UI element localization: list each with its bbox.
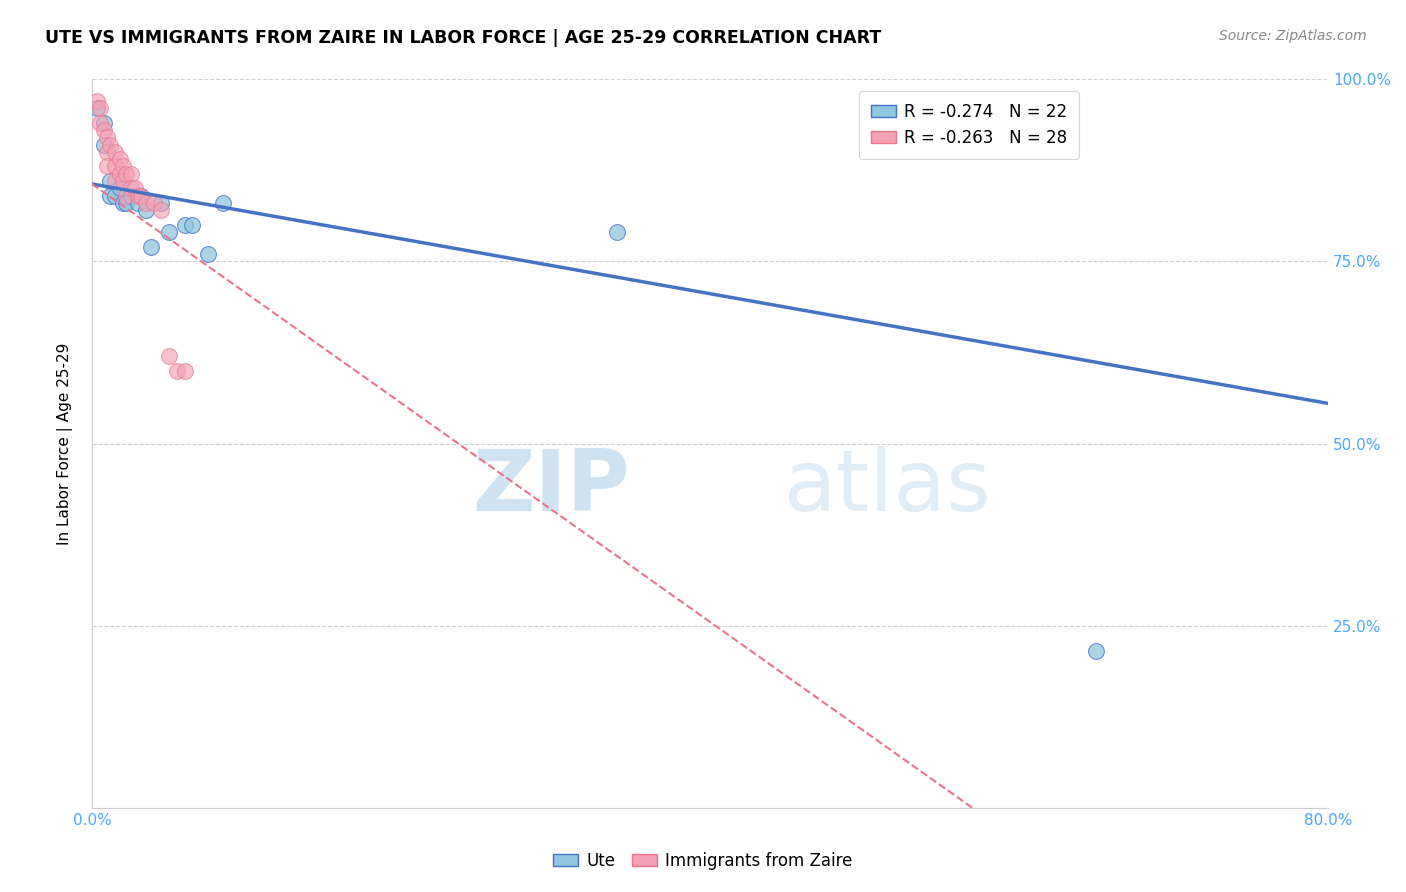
Point [93, 123, 115, 137]
Point [89, 116, 111, 130]
Text: atlas: atlas [785, 446, 993, 529]
Point [120, 188, 142, 202]
Point [111, 174, 134, 188]
Point [93, 137, 115, 152]
Point [135, 203, 157, 218]
Point [120, 181, 142, 195]
Point [96, 145, 118, 159]
Point [173, 363, 195, 377]
Point [104, 145, 127, 159]
Point [142, 195, 165, 210]
Point [124, 181, 146, 195]
Point [93, 116, 115, 130]
Point [100, 137, 122, 152]
Point [181, 218, 204, 232]
Point [139, 240, 162, 254]
Point [115, 167, 138, 181]
Point [135, 195, 157, 210]
Point [115, 195, 138, 210]
Text: ZIP: ZIP [472, 446, 630, 529]
Point [96, 160, 118, 174]
Point [166, 363, 188, 377]
Point [104, 174, 127, 188]
Point [150, 195, 173, 210]
Point [127, 195, 149, 210]
Point [150, 203, 173, 218]
Point [86, 94, 108, 108]
Point [104, 160, 127, 174]
Point [108, 167, 131, 181]
Point [1085, 644, 1108, 658]
Point [127, 188, 149, 202]
Point [131, 188, 153, 202]
Point [89, 101, 111, 115]
Y-axis label: In Labor Force | Age 25-29: In Labor Force | Age 25-29 [58, 343, 73, 545]
Point [212, 195, 235, 210]
Point [108, 181, 131, 195]
Point [157, 225, 180, 239]
Point [111, 160, 134, 174]
Legend: R = -0.274   N = 22, R = -0.263   N = 28: R = -0.274 N = 22, R = -0.263 N = 28 [859, 91, 1078, 159]
Point [100, 188, 122, 202]
Point [104, 188, 127, 202]
Legend: Ute, Immigrants from Zaire: Ute, Immigrants from Zaire [547, 846, 859, 877]
Point [197, 247, 219, 261]
Point [96, 130, 118, 145]
Text: UTE VS IMMIGRANTS FROM ZAIRE IN LABOR FORCE | AGE 25-29 CORRELATION CHART: UTE VS IMMIGRANTS FROM ZAIRE IN LABOR FO… [45, 29, 882, 46]
Point [606, 225, 628, 239]
Point [120, 167, 142, 181]
Point [86, 101, 108, 115]
Point [173, 218, 195, 232]
Point [108, 152, 131, 166]
Point [111, 195, 134, 210]
Point [157, 349, 180, 363]
Point [115, 188, 138, 202]
Point [100, 174, 122, 188]
Point [131, 188, 153, 202]
Text: Source: ZipAtlas.com: Source: ZipAtlas.com [1219, 29, 1367, 43]
